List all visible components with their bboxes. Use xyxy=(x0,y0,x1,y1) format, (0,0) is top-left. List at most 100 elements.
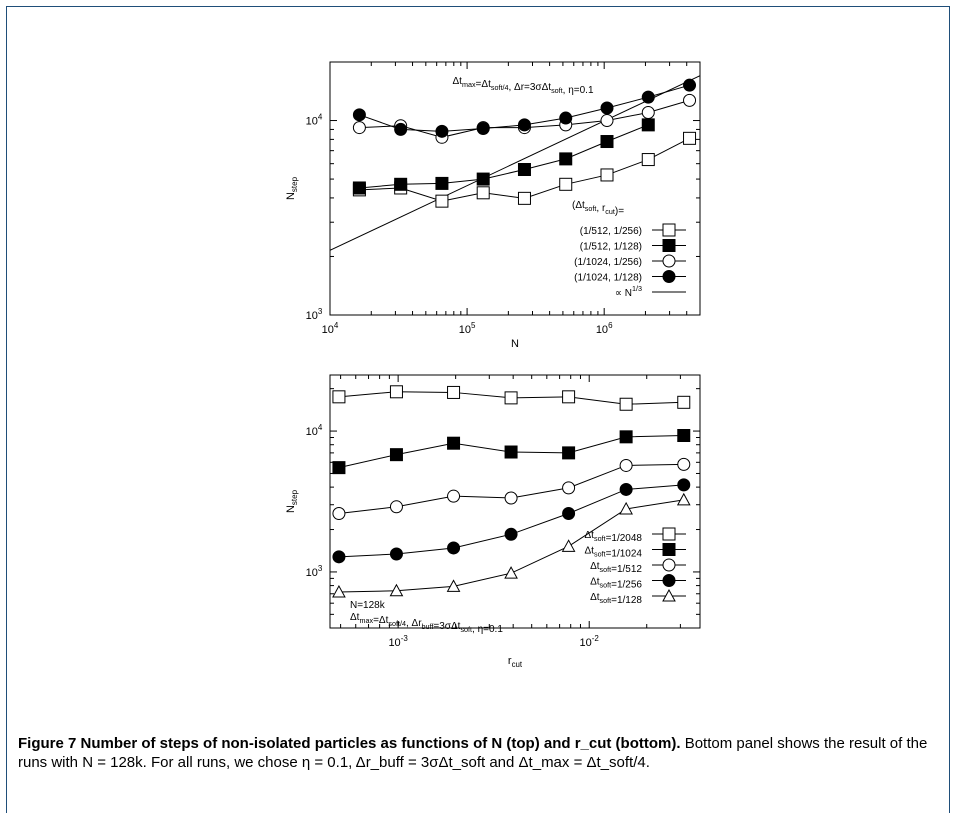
data-point-series-3 xyxy=(677,457,691,471)
frame-right-border xyxy=(949,6,950,813)
data-point-series-4 xyxy=(677,478,691,492)
y-axis-label: Nstep xyxy=(285,489,299,513)
panel-annotation-line1: N=128k xyxy=(350,600,386,611)
data-point-series-1 xyxy=(435,194,449,208)
x-tick-label: 105 xyxy=(459,321,476,336)
data-point-series-1 xyxy=(677,395,691,409)
data-point-series-3 xyxy=(562,481,576,495)
x-tick-label: 104 xyxy=(322,321,339,336)
data-point-series-2 xyxy=(641,118,655,132)
x-axis-label: rcut xyxy=(508,655,523,669)
data-point-series-3 xyxy=(600,114,614,128)
legend-label: (1/512, 1/128) xyxy=(580,242,642,253)
y-axis-label: Nstep xyxy=(285,176,299,200)
data-point-series-1 xyxy=(619,397,633,411)
data-point-series-3 xyxy=(447,489,461,503)
data-point-series-1 xyxy=(517,191,531,205)
panel-annotation-line2: Δtmax=Δtsoft/4, Δrbuff=3σΔtsoft, η=0.1 xyxy=(350,612,503,635)
y-tick-label: 104 xyxy=(306,113,323,128)
legend-label: (1/512, 1/256) xyxy=(580,226,642,237)
data-point-series-5 xyxy=(446,579,461,592)
legend-marker xyxy=(662,527,676,541)
data-point-series-1 xyxy=(504,391,518,405)
data-point-series-1 xyxy=(447,385,461,399)
x-tick-label: 10-2 xyxy=(580,634,600,649)
frame-left-border xyxy=(6,6,7,813)
data-point-series-2 xyxy=(394,177,408,191)
data-point-series-4 xyxy=(600,101,614,115)
data-point-series-2 xyxy=(389,448,403,462)
data-point-series-2 xyxy=(447,436,461,450)
data-point-series-2 xyxy=(619,430,633,444)
data-point-series-3 xyxy=(619,458,633,472)
legend-label: Δtsoft=1/1024 xyxy=(585,546,643,560)
data-point-series-4 xyxy=(619,482,633,496)
legend-title: (Δtsoft, rcut)= xyxy=(572,200,624,217)
legend-marker xyxy=(662,574,676,587)
data-point-series-4 xyxy=(352,108,366,122)
data-point-series-5 xyxy=(389,583,404,597)
data-point-series-2 xyxy=(352,181,366,195)
data-point-series-4 xyxy=(435,124,449,138)
data-point-series-1 xyxy=(641,153,655,167)
figure-caption: Figure 7 Number of steps of non-isolated… xyxy=(18,734,938,772)
data-point-series-1 xyxy=(476,186,490,200)
legend-label: Δtsoft=1/512 xyxy=(590,561,642,575)
data-point-series-2 xyxy=(600,135,614,149)
data-point-series-4 xyxy=(332,550,346,564)
panel-annotation: Δtmax=Δtsoft/4, Δr=3σΔtsoft, η=0.1 xyxy=(452,76,593,96)
data-point-series-4 xyxy=(641,90,655,104)
data-point-series-1 xyxy=(683,131,697,145)
data-point-series-2 xyxy=(562,446,576,460)
legend-label: (1/1024, 1/256) xyxy=(574,257,642,268)
data-point-series-4 xyxy=(504,527,518,541)
data-point-series-2 xyxy=(476,172,490,186)
data-point-series-3 xyxy=(504,491,518,505)
legend-marker xyxy=(662,543,676,556)
series-line-2 xyxy=(359,124,649,189)
data-point-series-5 xyxy=(619,501,633,515)
data-point-series-1 xyxy=(600,168,614,182)
data-point-series-3 xyxy=(332,506,346,520)
y-tick-label: 103 xyxy=(306,307,323,322)
data-point-series-5 xyxy=(332,584,346,598)
data-point-series-1 xyxy=(389,385,403,399)
legend-label: Δtsoft=1/128 xyxy=(590,592,642,606)
x-tick-label: 10-3 xyxy=(388,634,408,649)
data-point-series-3 xyxy=(352,121,366,135)
legend-marker xyxy=(662,588,676,602)
caption-title: Figure 7 Number of steps of non-isolated… xyxy=(18,735,681,752)
data-point-series-2 xyxy=(677,429,691,443)
plot-frame xyxy=(329,374,701,629)
legend-label-power-law: ∝ N1/3 xyxy=(615,284,642,299)
data-point-series-4 xyxy=(389,547,403,561)
y-tick-label: 104 xyxy=(306,423,323,438)
legend-marker xyxy=(662,254,676,268)
legend-marker xyxy=(662,223,676,237)
caption-body: Bottom panel shows the result of the run… xyxy=(18,735,928,771)
power-law-line xyxy=(330,75,700,251)
legend-marker xyxy=(662,239,676,252)
bottom-panel: 10-3 10-2 103 104 rcut Nstep Δtsoft=1/2048 Δtso… xyxy=(285,374,701,669)
data-point-series-4 xyxy=(562,506,576,520)
data-point-series-4 xyxy=(683,78,697,92)
data-point-series-4 xyxy=(394,122,408,136)
data-point-series-4 xyxy=(559,111,573,125)
plot-frame xyxy=(329,61,701,316)
y-tick-label: 103 xyxy=(306,564,323,579)
data-point-series-4 xyxy=(517,118,531,132)
legend-label: (1/1024, 1/128) xyxy=(574,273,642,284)
data-point-series-2 xyxy=(332,461,346,475)
legend-label: Δtsoft=1/256 xyxy=(590,577,642,591)
data-point-series-5 xyxy=(676,492,691,506)
x-tick-label: 106 xyxy=(596,321,613,336)
data-point-series-4 xyxy=(476,122,490,136)
data-point-series-3 xyxy=(641,105,655,119)
data-point-series-3 xyxy=(683,93,697,107)
data-point-series-5 xyxy=(561,539,576,552)
legend-label: Δtsoft=1/2048 xyxy=(585,530,643,544)
data-point-series-2 xyxy=(435,176,449,190)
data-point-series-5 xyxy=(504,566,518,579)
